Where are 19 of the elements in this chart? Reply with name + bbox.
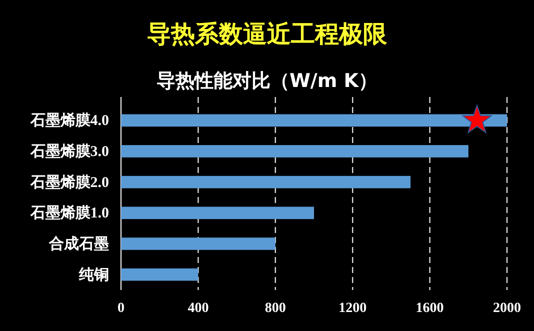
bar <box>121 145 468 158</box>
chart-subtitle: 导热性能对比（W/m K） <box>156 70 378 92</box>
bar <box>121 268 198 281</box>
y-tick-label: 纯铜 <box>78 266 109 284</box>
chart-title: 导热系数逼近工程极限 <box>147 20 388 48</box>
x-tick-label: 1600 <box>416 300 444 316</box>
bar <box>121 176 410 188</box>
y-tick-label: 石墨烯膜1.0 <box>29 204 109 222</box>
x-tick-label: 400 <box>188 300 209 316</box>
x-tick-label: 2000 <box>493 300 521 316</box>
y-tick-label: 石墨烯膜4.0 <box>29 112 109 130</box>
bar <box>121 206 314 220</box>
y-tick-label: 合成石墨 <box>48 236 109 253</box>
x-tick-label: 0 <box>118 300 124 316</box>
bar <box>121 238 276 250</box>
y-tick-label: 石墨烯膜3.0 <box>29 143 109 160</box>
x-tick-label: 1200 <box>338 300 367 316</box>
y-tick-label: 石墨烯膜2.0 <box>29 174 109 191</box>
x-tick-label: 800 <box>264 300 286 316</box>
